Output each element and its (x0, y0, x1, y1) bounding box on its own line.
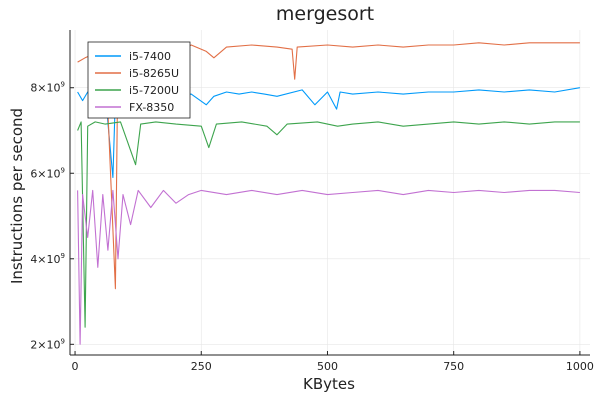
x-tick-label-1: 250 (191, 360, 212, 373)
legend: i5-7400 i5-8265U i5-7200U FX-8350 (87, 41, 191, 119)
x-tick-label-2: 500 (317, 360, 338, 373)
legend-label-2: i5-7200U (129, 84, 179, 97)
x-axis-label: KBytes (303, 375, 355, 393)
chart-title: mergesort (276, 3, 374, 25)
x-tick-label-0: 0 (72, 360, 79, 373)
series-line-2 (77, 121, 580, 328)
y-axis-label: Instructions per second (8, 108, 26, 284)
axes (69, 30, 590, 356)
legend-label-0: i5-7400 (129, 50, 171, 63)
legend-box (87, 41, 191, 119)
y-tick-label-2: 6×109 (30, 166, 65, 180)
y-tick-label-3: 8×109 (30, 81, 65, 95)
y-tick-label-1: 4×109 (30, 252, 65, 266)
x-tick-labels: 0 250 500 750 1000 (72, 360, 594, 373)
x-tick-label-4: 1000 (566, 360, 594, 373)
legend-label-1: i5-8265U (129, 67, 179, 80)
y-tick-labels: 2×109 4×109 6×109 8×109 (30, 81, 65, 352)
x-tick-label-3: 750 (443, 360, 464, 373)
legend-label-3: FX-8350 (129, 101, 174, 114)
series-line-0 (77, 87, 580, 179)
y-tick-label-0: 2×109 (30, 337, 65, 351)
series-line-3 (77, 189, 580, 345)
